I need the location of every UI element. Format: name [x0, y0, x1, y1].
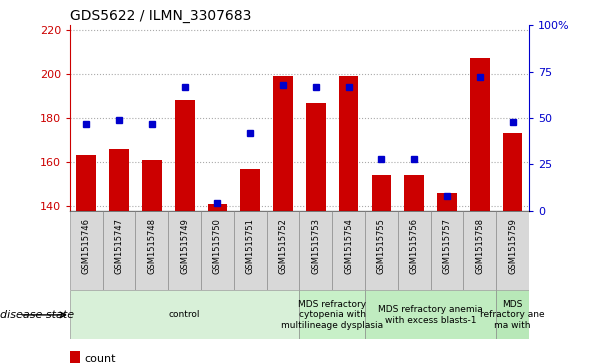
Bar — [339, 76, 359, 211]
Bar — [168, 211, 201, 290]
Bar — [175, 100, 195, 211]
Text: GSM1515753: GSM1515753 — [311, 219, 320, 274]
Text: GSM1515751: GSM1515751 — [246, 219, 255, 274]
Bar — [201, 211, 234, 290]
Bar — [365, 211, 398, 290]
Text: GSM1515754: GSM1515754 — [344, 219, 353, 274]
Bar — [332, 211, 365, 290]
Bar — [77, 155, 96, 211]
Text: GSM1515757: GSM1515757 — [443, 219, 452, 274]
Text: GSM1515756: GSM1515756 — [410, 219, 419, 274]
Bar — [70, 351, 80, 363]
Bar — [437, 193, 457, 211]
Bar — [430, 211, 463, 290]
Text: GSM1515755: GSM1515755 — [377, 219, 386, 274]
Text: GSM1515746: GSM1515746 — [82, 219, 91, 274]
Bar — [496, 290, 529, 339]
Bar — [207, 204, 227, 211]
Bar — [306, 102, 326, 211]
Bar — [503, 133, 522, 211]
Bar — [371, 175, 392, 211]
Text: disease state: disease state — [0, 310, 74, 320]
Bar — [267, 211, 300, 290]
Bar — [136, 211, 168, 290]
Bar — [404, 175, 424, 211]
Text: GSM1515752: GSM1515752 — [278, 219, 288, 274]
Text: GSM1515750: GSM1515750 — [213, 219, 222, 274]
Text: count: count — [85, 354, 116, 363]
Text: MDS refractory anemia
with excess blasts-1: MDS refractory anemia with excess blasts… — [378, 305, 483, 325]
Bar — [299, 211, 332, 290]
Bar — [234, 211, 267, 290]
Bar — [365, 290, 496, 339]
Bar — [463, 211, 496, 290]
Bar — [142, 160, 162, 211]
Bar — [398, 211, 430, 290]
Bar — [496, 211, 529, 290]
Bar — [240, 169, 260, 211]
Text: GSM1515759: GSM1515759 — [508, 219, 517, 274]
Text: GSM1515749: GSM1515749 — [180, 219, 189, 274]
Text: control: control — [169, 310, 201, 319]
Bar — [273, 76, 293, 211]
Text: MDS
refractory ane
ma with: MDS refractory ane ma with — [480, 300, 545, 330]
Bar — [470, 58, 489, 211]
Bar — [103, 211, 136, 290]
Text: GSM1515758: GSM1515758 — [475, 219, 485, 274]
Text: GDS5622 / ILMN_3307683: GDS5622 / ILMN_3307683 — [70, 9, 251, 23]
Bar — [70, 290, 299, 339]
Bar — [109, 149, 129, 211]
Text: GSM1515748: GSM1515748 — [147, 219, 156, 274]
Text: GSM1515747: GSM1515747 — [114, 219, 123, 274]
Bar — [70, 211, 103, 290]
Bar — [299, 290, 365, 339]
Text: MDS refractory
cytopenia with
multilineage dysplasia: MDS refractory cytopenia with multilinea… — [281, 300, 383, 330]
